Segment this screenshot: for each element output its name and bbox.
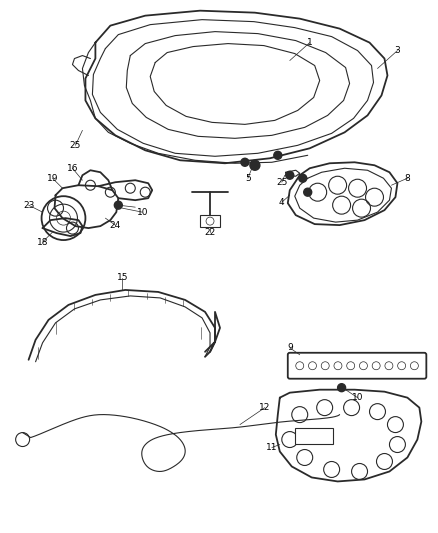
Circle shape [250,160,260,170]
Text: 8: 8 [405,174,410,183]
Text: 1: 1 [307,38,313,47]
Text: 4: 4 [279,198,285,207]
Circle shape [241,158,249,166]
Text: 12: 12 [259,403,271,412]
Circle shape [304,188,312,196]
Text: 9: 9 [287,343,293,352]
Text: 18: 18 [37,238,48,247]
Circle shape [274,151,282,159]
Circle shape [114,201,122,209]
Text: 10: 10 [137,208,148,216]
Text: 10: 10 [352,393,363,402]
Text: 25: 25 [70,141,81,150]
FancyBboxPatch shape [288,353,426,379]
Text: 5: 5 [245,174,251,183]
Text: 11: 11 [266,443,278,452]
Text: 24: 24 [110,221,121,230]
Text: 16: 16 [67,164,78,173]
Text: 25: 25 [276,177,287,187]
Text: 19: 19 [47,174,58,183]
Text: 3: 3 [395,46,400,55]
Text: 23: 23 [23,200,34,209]
Circle shape [338,384,346,392]
Text: 22: 22 [205,228,215,237]
Bar [200,215,220,227]
Bar [295,427,332,443]
Text: 15: 15 [117,273,128,282]
Circle shape [286,171,294,179]
Circle shape [299,174,307,182]
